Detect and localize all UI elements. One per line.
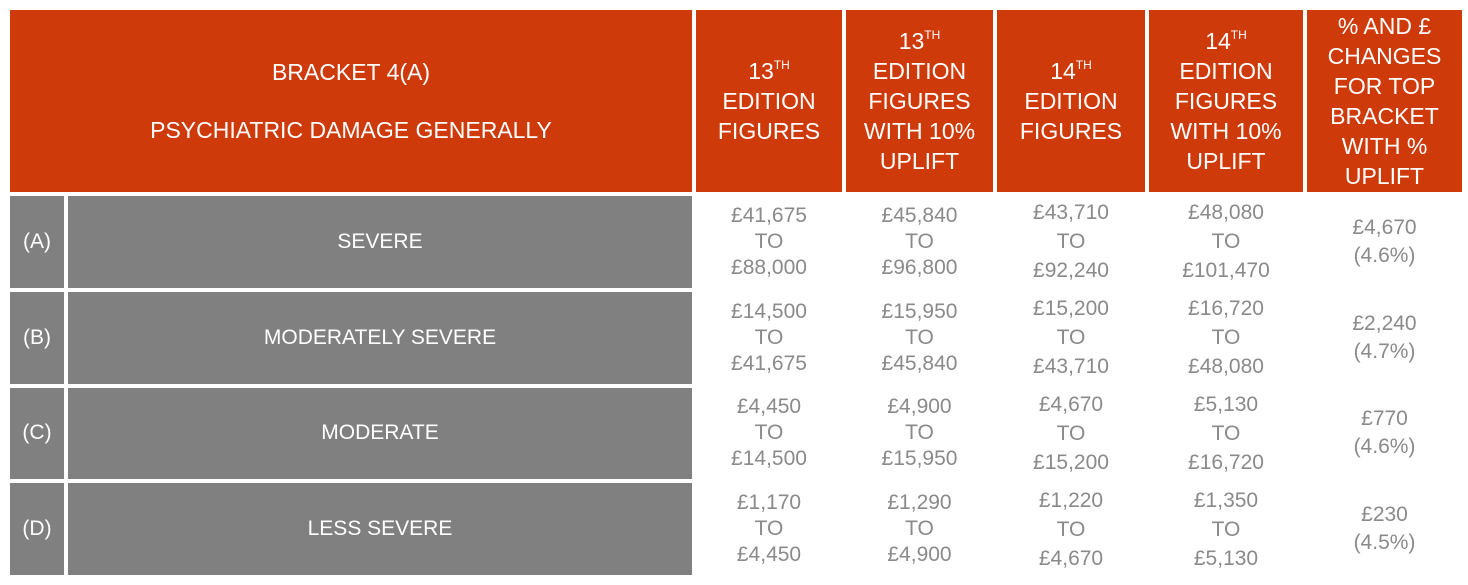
row-label: LESS SEVERE [64,479,696,579]
table-row: (A) SEVERE £41,675 TO £88,000 £45,840 TO £96… [6,192,1466,292]
cell-14th-edition: £43,710 TO £92,240 [993,192,1149,292]
cell-14th-edition-uplift: £1,350 TO £5,130 [1145,479,1307,579]
header-13th-edition-uplift: 13TH EDITION FIGURES WITH 10% UPLIFT [842,6,997,196]
cell-13th-edition-uplift: £15,950 TO £45,840 [842,287,997,388]
row-label: MODERATE [64,383,696,484]
cell-14th-edition: £15,200 TO £43,710 [993,287,1149,388]
table-row: (B) MODERATELY SEVERE £14,500 TO £41,675 £… [6,287,1466,388]
cell-change: £230 (4.5%) [1303,479,1466,579]
header-13th-edition: 13TH EDITION FIGURES [692,6,846,196]
row-label: MODERATELY SEVERE [64,287,696,388]
cell-13th-edition: £4,450 TO £14,500 [692,383,846,484]
cell-13th-edition: £14,500 TO £41,675 [692,287,846,388]
cell-change: £2,240 (4.7%) [1303,287,1466,388]
cell-change: £4,670 (4.6%) [1303,192,1466,292]
cell-14th-edition-uplift: £48,080 TO £101,470 [1145,192,1307,292]
row-letter: (D) [6,479,68,579]
table-row: (D) LESS SEVERE £1,170 TO £4,450 £1,290 TO £… [6,479,1466,579]
cell-13th-edition-uplift: £1,290 TO £4,900 [842,479,997,579]
header-row: BRACKET 4(A) PSYCHIATRIC DAMAGE GENERALL… [6,6,1466,196]
cell-14th-edition-uplift: £5,130 TO £16,720 [1145,383,1307,484]
cell-13th-edition-uplift: £45,840 TO £96,800 [842,192,997,292]
header-14th-edition: 14TH EDITION FIGURES [993,6,1149,196]
header-14th-edition-uplift: 14TH EDITION FIGURES WITH 10% UPLIFT [1145,6,1307,196]
row-label: SEVERE [64,192,696,292]
row-letter: (A) [6,192,68,292]
cell-14th-edition: £4,670 TO £15,200 [993,383,1149,484]
row-letter: (B) [6,287,68,388]
psychiatric-damage-table: BRACKET 4(A) PSYCHIATRIC DAMAGE GENERALL… [6,6,1466,579]
row-letter: (C) [6,383,68,484]
cell-13th-edition: £1,170 TO £4,450 [692,479,846,579]
table-row: (C) MODERATE £4,450 TO £14,500 £4,900 TO £15… [6,383,1466,484]
cell-14th-edition-uplift: £16,720 TO £48,080 [1145,287,1307,388]
cell-13th-edition: £41,675 TO £88,000 [692,192,846,292]
category-title: PSYCHIATRIC DAMAGE GENERALLY [150,117,552,143]
cell-13th-edition-uplift: £4,900 TO £15,950 [842,383,997,484]
bracket-title: BRACKET 4(A) [271,59,431,85]
cell-change: £770 (4.6%) [1303,383,1466,484]
cell-14th-edition: £1,220 TO £4,670 [993,479,1149,579]
header-changes: % AND £ CHANGES FOR TOP BRACKET WITH % U… [1303,6,1466,196]
table-title: BRACKET 4(A) PSYCHIATRIC DAMAGE GENERALL… [6,6,696,196]
